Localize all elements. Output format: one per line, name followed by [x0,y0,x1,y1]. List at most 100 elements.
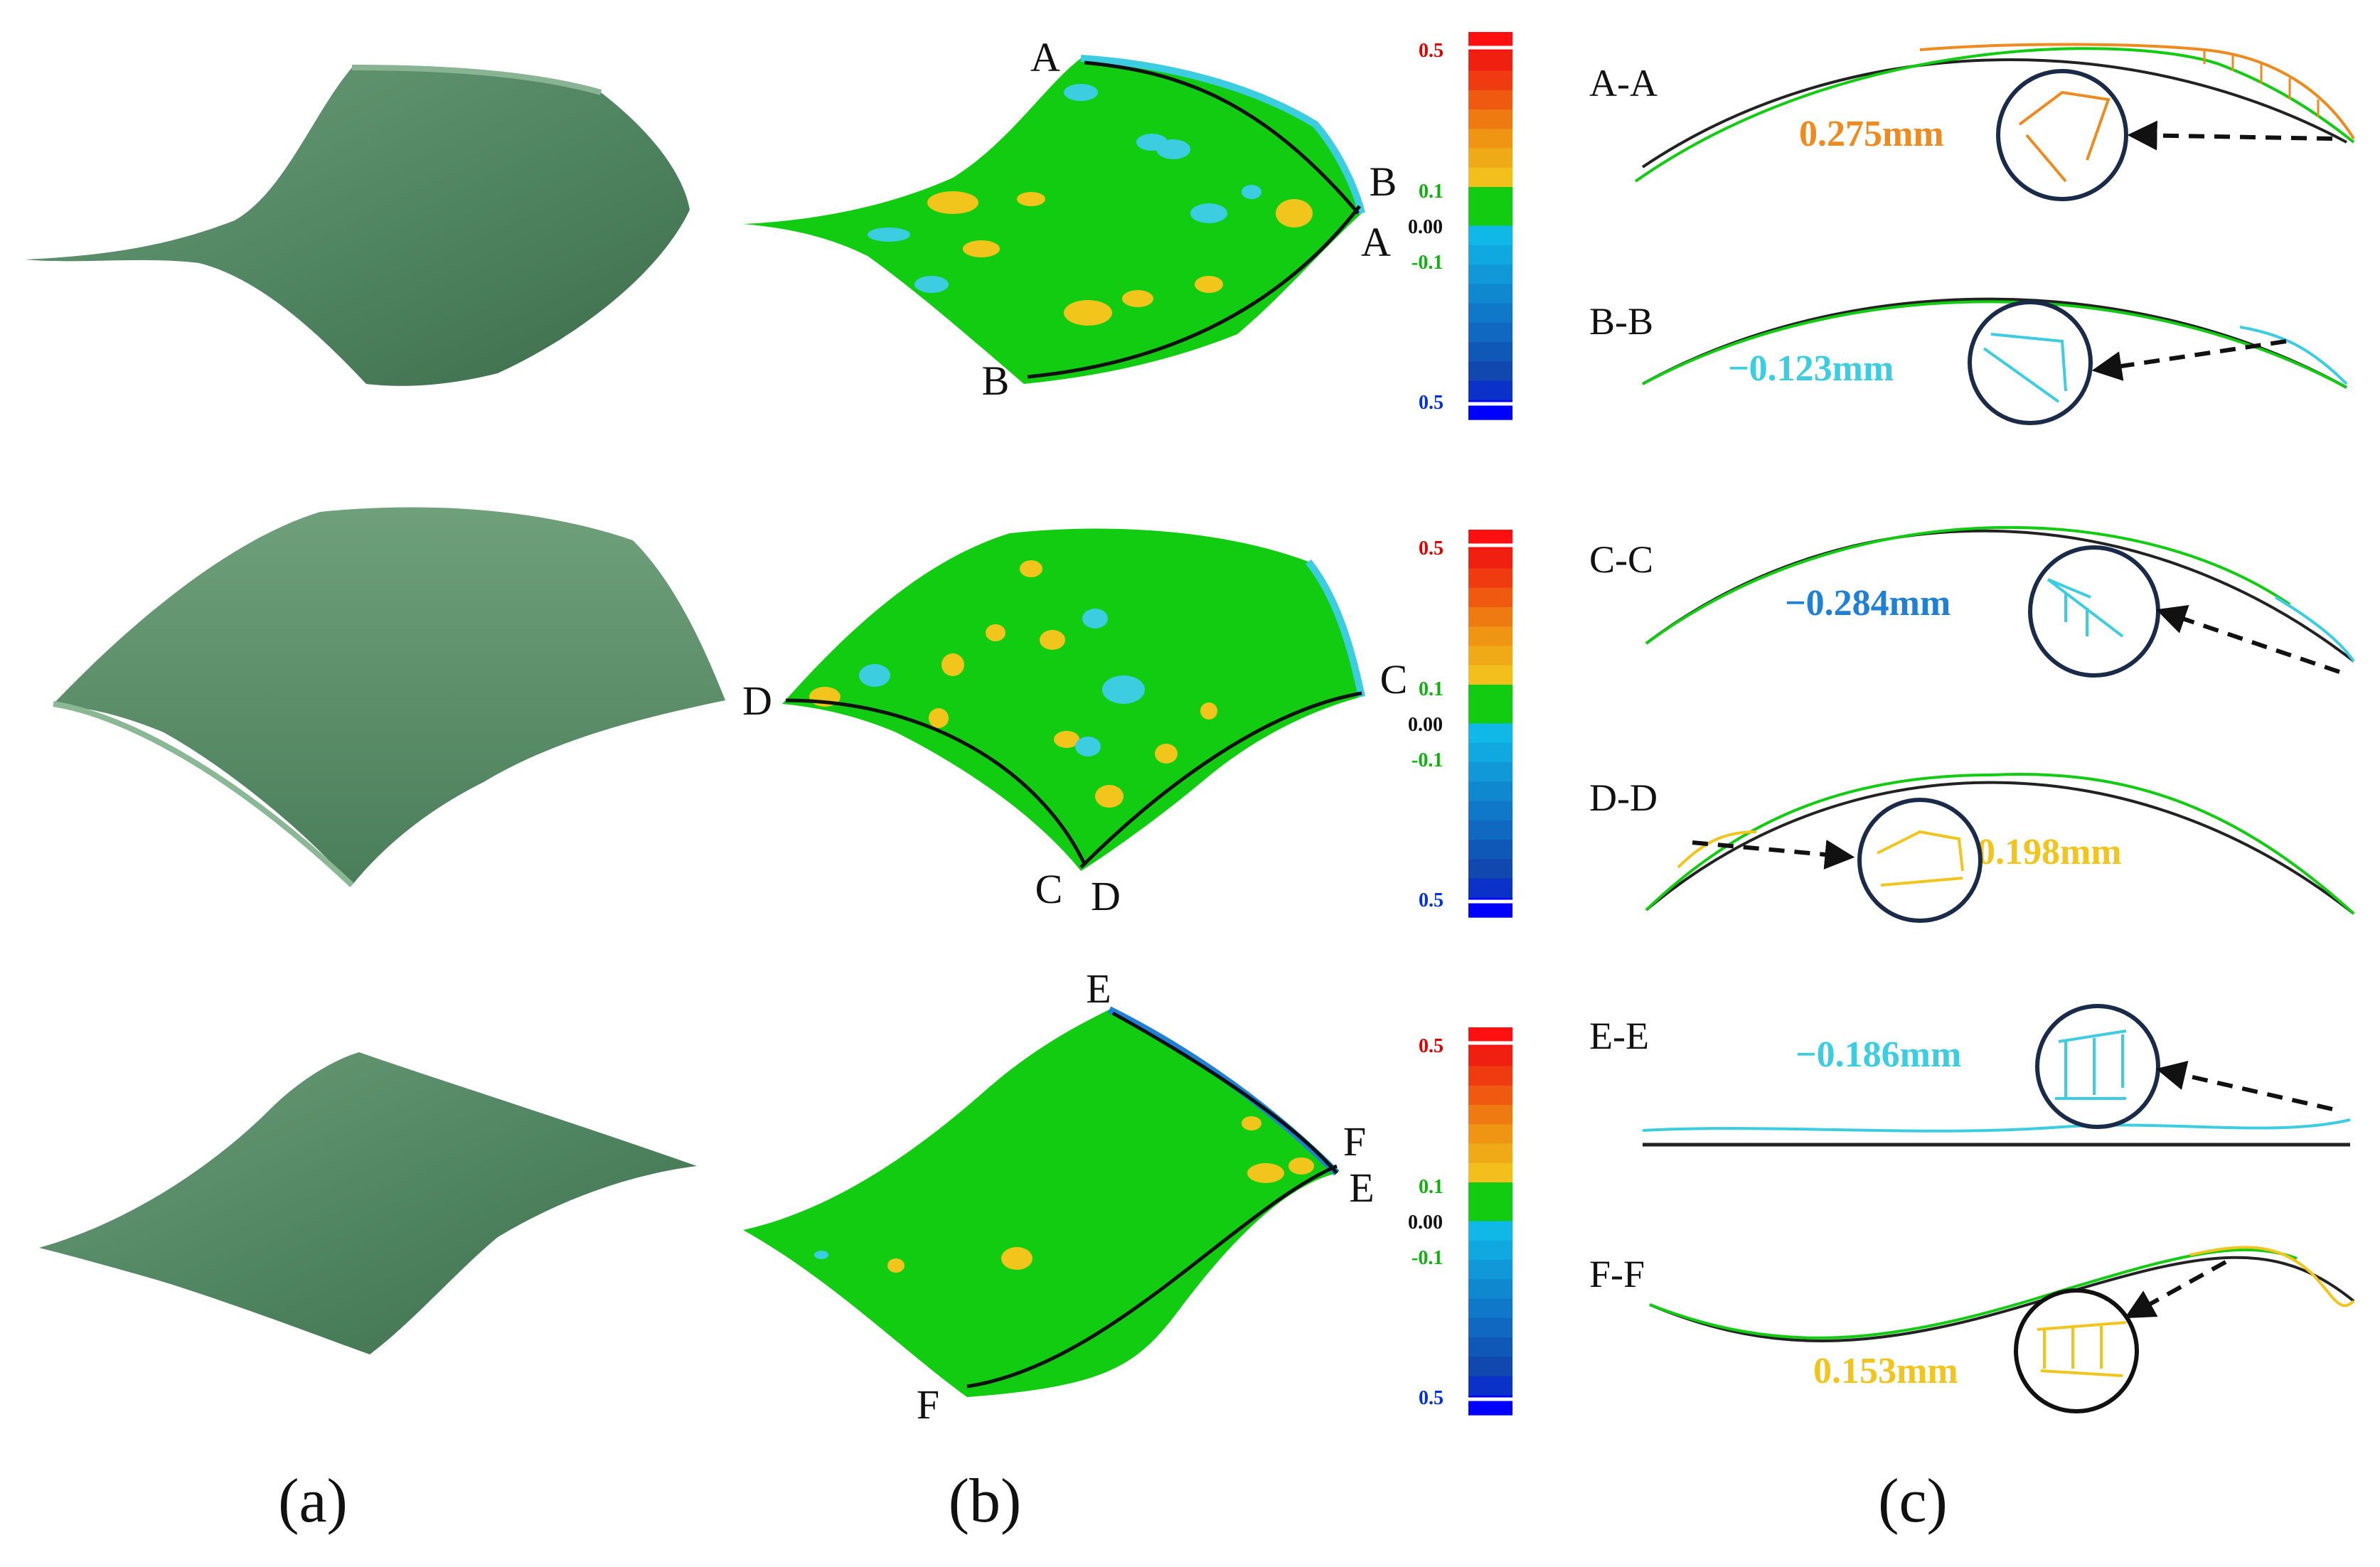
colorbar-band [1468,1182,1512,1202]
colorbar-band [1468,1085,1512,1106]
section-measured-curve [1645,772,2355,915]
blob [1195,276,1223,293]
section-line-d [1079,691,1362,869]
colorbar-band [1468,704,1512,724]
blob [1200,702,1217,720]
deviation-edge-row1 [1080,55,1365,215]
colorbar-upper-tol-label: 0.1 [1419,181,1444,203]
colorbar-band [1468,587,1512,608]
colorbar-band [1468,1124,1512,1145]
colorbar-band [1468,859,1512,879]
colorbar-band [1468,167,1512,188]
colorbar-band [1468,1221,1512,1241]
colorbar-band [1468,1260,1512,1280]
section-line-e [1111,1011,1338,1175]
zoom-detail [2055,1029,2127,1100]
corner-label: B [982,358,1010,404]
corner-label: A [1030,34,1060,80]
colorbar-bottom-label: 0.5 [1419,392,1444,414]
corner-label: E [1086,966,1111,1012]
zoom-arrow [2127,120,2333,151]
section-ref-curve [1641,58,2347,169]
section-title: C-C [1589,538,1653,581]
colorbar-band [1468,607,1512,627]
section-profile-f-f: F-F 0.153mm [1589,1246,2355,1413]
deviation-blobs-row3 [814,1116,1314,1273]
blob [859,664,890,687]
blob [887,1258,904,1273]
corner-label: E [1349,1165,1374,1211]
blob [1064,300,1112,326]
section-measured-curve [1642,1118,2351,1133]
colorbar-band [1468,303,1512,323]
zoom-arrow [2124,1260,2227,1319]
colorbar-band [1468,380,1512,401]
deviation-surface-row2 [782,528,1362,871]
blob [1054,731,1079,748]
colorbar-band [1468,820,1512,840]
blob [1102,675,1145,704]
blob [1155,744,1178,764]
zoom-circle [2028,545,2160,678]
section-title: D-D [1589,776,1658,819]
scan-surface-row1-edge [351,65,602,95]
colorbar-band [1468,1317,1512,1338]
section-ref-curve [1649,1256,2355,1342]
colorbar-band [1468,762,1512,782]
colorbar-band [1468,1279,1512,1300]
scan-surface-row2 [53,507,725,885]
blob [1095,785,1124,808]
colorbar-band [1468,568,1512,589]
colorbar-band [1468,129,1512,149]
section-ref-curve [1645,529,2355,663]
deviation-map-row2: D C C D [742,528,1407,919]
section-title: A-A [1589,62,1658,105]
corner-label: C [1380,656,1408,702]
colorbar-band [1468,1357,1512,1377]
colorbar-lower-tol-label: -0.1 [1412,252,1443,274]
zoom-detail [2047,578,2124,638]
section-deviation-curve [2239,326,2348,385]
section-line-b [1027,205,1361,379]
colorbar-band [1468,781,1512,802]
scan-surface-row2-edge [53,701,354,887]
zoom-detail [2037,1321,2127,1377]
zoom-circle [1857,798,1983,923]
colorbar-bottom-label: 0.5 [1419,889,1444,911]
colorbar-band [1468,1143,1512,1164]
section-value: −0.123mm [1728,348,1894,389]
scan-surface-row1 [25,68,690,386]
corner-label: F [1343,1118,1366,1165]
section-value: 0.275mm [1799,114,1944,154]
colorbar-band [1468,264,1512,284]
colorbar-band [1468,840,1512,860]
blob [914,276,949,293]
section-deviation-curve [2189,1246,2355,1307]
colorbar-band [1468,685,1512,705]
deviation-map-row1: A B A B [743,34,1397,404]
zoom-detail [1877,830,1964,887]
colorbar-band [1468,1376,1512,1396]
panel-c-label: (c) [1878,1467,1948,1536]
deviation-blobs-row1 [868,84,1313,326]
zoom-arrow [1692,840,1855,870]
panel-b: A B A B [742,32,1512,1536]
blob [1040,630,1065,650]
deviation-surface-row3 [743,1010,1337,1397]
blob [963,240,1000,257]
blob [941,653,964,676]
zoom-circle [1968,300,2093,425]
blob [1082,609,1108,629]
colorbar-band [1468,723,1512,744]
zoom-arrow [2091,339,2287,381]
colorbar-band [1468,322,1512,343]
colorbar-band [1468,284,1512,304]
scan-surface-row3 [39,1052,697,1354]
blob [1122,290,1153,307]
section-profile-a-a: A-A 0.275mm [1589,43,2355,201]
colorbar-band [1468,225,1512,246]
colorbar-band [1468,549,1512,569]
colorbar-band [1468,1105,1512,1125]
colorbar-bands [1468,530,1512,918]
section-ref-curve [1645,781,2355,915]
